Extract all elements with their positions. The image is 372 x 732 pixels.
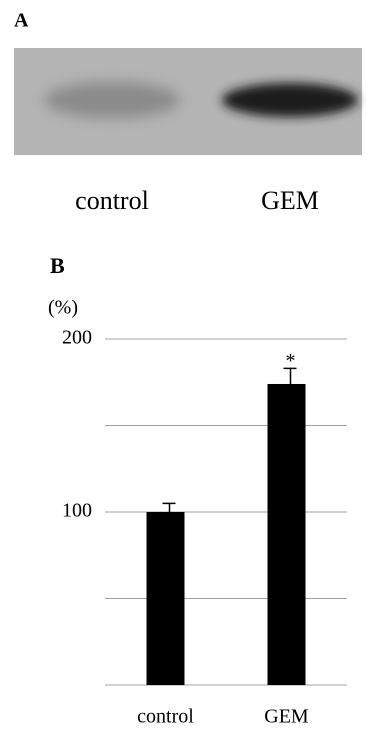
bar bbox=[268, 384, 306, 685]
panel-label: A bbox=[14, 10, 29, 32]
figure: A control GEM B (%) 100 200 control GEM * bbox=[0, 0, 372, 732]
y-tick-label: 200 bbox=[62, 327, 92, 349]
x-tick-label: control bbox=[137, 706, 194, 728]
lane-label: GEM bbox=[261, 186, 319, 215]
lane-label: control bbox=[75, 186, 149, 215]
x-tick-label: GEM bbox=[264, 706, 309, 728]
bar bbox=[147, 512, 185, 685]
y-tick-label: 100 bbox=[62, 500, 92, 522]
blot-image bbox=[14, 48, 362, 155]
panel-label: B bbox=[50, 253, 65, 278]
error-bar bbox=[163, 503, 176, 512]
y-axis-label: (%) bbox=[48, 297, 78, 319]
annotation: * bbox=[286, 350, 296, 372]
